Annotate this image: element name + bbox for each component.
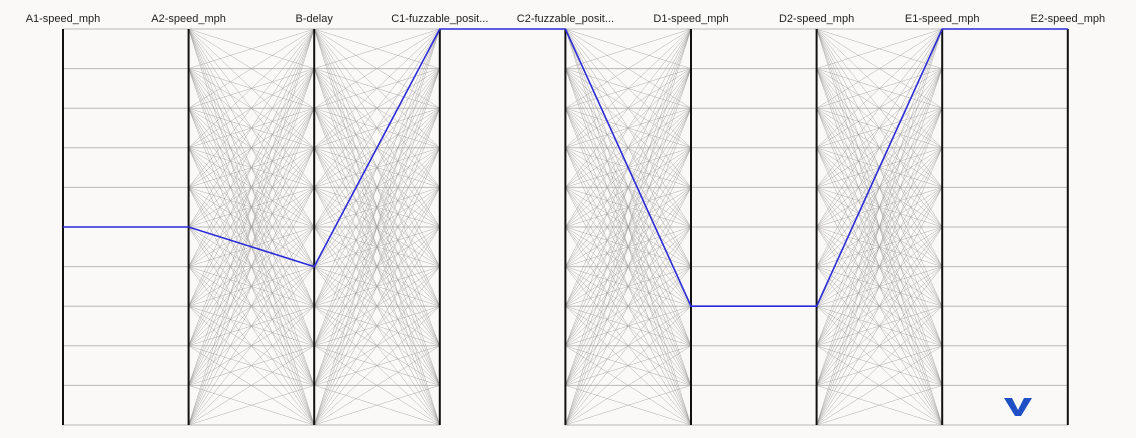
connection-line xyxy=(313,226,441,426)
connection-line xyxy=(565,68,692,426)
connection-line xyxy=(313,28,441,307)
connection-line xyxy=(816,28,943,69)
connection-line xyxy=(188,147,315,426)
connection-line xyxy=(816,28,943,426)
connection-line xyxy=(816,385,943,426)
connection-line xyxy=(565,187,692,426)
connection-line xyxy=(565,28,692,386)
connection-line xyxy=(565,28,692,188)
axis-label: C2-fuzzable_posit... xyxy=(517,13,614,25)
connection-line xyxy=(816,28,943,267)
connection-line xyxy=(565,147,692,426)
axis-label: A1-speed_mph xyxy=(26,13,101,25)
connection-line xyxy=(565,226,692,426)
axis-label: E2-speed_mph xyxy=(1030,13,1105,25)
axis-label: E1-speed_mph xyxy=(905,13,980,25)
connection-line xyxy=(816,345,943,426)
connection-line xyxy=(314,306,440,426)
connection-line xyxy=(565,28,692,426)
connection-line xyxy=(816,108,943,426)
connection-line xyxy=(314,28,440,109)
connection-line xyxy=(314,28,440,69)
connection-line xyxy=(188,28,315,69)
connection-line xyxy=(313,147,441,426)
connection-line xyxy=(188,28,315,346)
axis-label: A2-speed_mph xyxy=(151,13,226,25)
connection-line xyxy=(565,28,692,69)
connection-line xyxy=(565,28,692,228)
connection-line xyxy=(565,28,692,346)
connection-line xyxy=(313,28,441,386)
connection-line xyxy=(565,306,692,426)
connection-line xyxy=(314,385,440,426)
connection-line xyxy=(188,226,315,426)
connection-line xyxy=(188,306,315,426)
watermark-logo xyxy=(1004,398,1032,416)
connection-line xyxy=(816,28,943,109)
connection-line xyxy=(565,28,692,148)
connection-line xyxy=(565,385,692,426)
connection-line xyxy=(565,345,692,426)
connection-line xyxy=(188,385,315,426)
connection-line xyxy=(816,187,943,426)
axis-label: D1-speed_mph xyxy=(653,13,728,25)
connection-line xyxy=(188,28,315,148)
connection-line xyxy=(565,28,692,109)
connection-line xyxy=(314,28,440,148)
connection-line xyxy=(313,28,441,346)
connection-line xyxy=(314,345,440,426)
connection-line xyxy=(816,306,943,426)
connection-line xyxy=(314,266,440,426)
connection-line xyxy=(816,68,943,426)
connection-line xyxy=(816,28,943,188)
connection-line xyxy=(816,28,943,148)
connection-line xyxy=(313,28,441,426)
connection-line xyxy=(565,28,692,267)
axis-label: B-delay xyxy=(296,13,334,25)
connection-line xyxy=(816,28,943,346)
connection-line xyxy=(188,266,315,426)
connection-line xyxy=(313,28,441,228)
watermark xyxy=(1004,398,1032,416)
connection-line xyxy=(188,28,315,426)
series-line xyxy=(63,28,1068,308)
connection-line xyxy=(188,345,315,426)
axis-label: C1-fuzzable_posit... xyxy=(391,13,488,25)
connection-line xyxy=(816,28,943,386)
connection-line xyxy=(313,108,441,426)
connection-line xyxy=(188,28,315,267)
connection-line xyxy=(816,147,943,426)
connection-line xyxy=(816,266,943,426)
connection-line xyxy=(188,108,315,426)
connection-line xyxy=(565,108,692,426)
connection-line xyxy=(188,28,315,188)
axis-label: D2-speed_mph xyxy=(779,13,854,25)
connection-line xyxy=(313,68,441,426)
connection-line xyxy=(314,28,440,188)
connection-line xyxy=(188,28,315,109)
connection-line xyxy=(565,266,692,426)
connection-line xyxy=(188,28,315,386)
connection-line xyxy=(188,187,315,426)
connection-line xyxy=(188,28,315,228)
connection-line xyxy=(816,28,943,228)
